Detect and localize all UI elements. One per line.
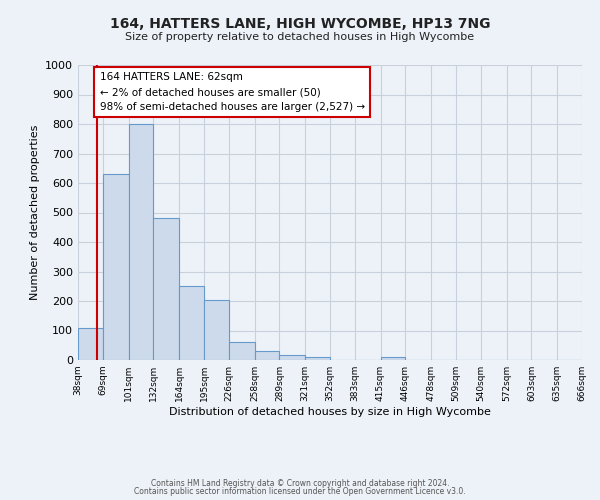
Bar	[179, 286, 204, 360]
Bar	[254, 351, 280, 360]
Text: Contains public sector information licensed under the Open Government Licence v3: Contains public sector information licen…	[134, 488, 466, 496]
Bar	[305, 357, 330, 360]
Y-axis label: Number of detached properties: Number of detached properties	[29, 125, 40, 300]
X-axis label: Distribution of detached houses by size in High Wycombe: Distribution of detached houses by size …	[169, 407, 491, 417]
Bar	[128, 124, 154, 360]
Text: Contains HM Land Registry data © Crown copyright and database right 2024.: Contains HM Land Registry data © Crown c…	[151, 478, 449, 488]
Bar	[229, 342, 254, 360]
Bar	[204, 300, 229, 360]
Text: Size of property relative to detached houses in High Wycombe: Size of property relative to detached ho…	[125, 32, 475, 42]
Bar	[380, 357, 406, 360]
Bar	[78, 328, 103, 360]
Bar	[154, 218, 179, 360]
Bar	[103, 174, 128, 360]
Text: 164, HATTERS LANE, HIGH WYCOMBE, HP13 7NG: 164, HATTERS LANE, HIGH WYCOMBE, HP13 7N…	[110, 18, 490, 32]
Bar	[280, 354, 305, 360]
Text: 164 HATTERS LANE: 62sqm
← 2% of detached houses are smaller (50)
98% of semi-det: 164 HATTERS LANE: 62sqm ← 2% of detached…	[100, 72, 365, 112]
